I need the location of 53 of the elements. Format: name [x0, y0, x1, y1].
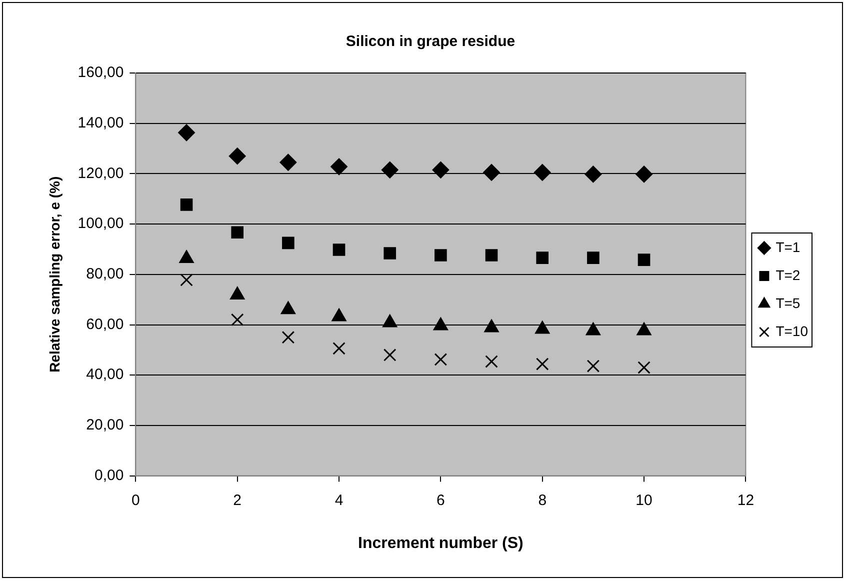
point	[231, 226, 244, 239]
point	[180, 198, 193, 211]
point	[280, 154, 297, 171]
point	[282, 330, 295, 344]
point	[584, 166, 602, 183]
y-tick-label: 40,00	[86, 366, 124, 384]
legend-label: T=1	[776, 238, 800, 255]
y-tick-label: 100,00	[78, 215, 124, 232]
point	[180, 274, 193, 286]
point	[534, 164, 551, 181]
point	[282, 236, 294, 250]
point	[330, 158, 348, 176]
y-tick-label: 160,00	[78, 64, 124, 82]
point	[587, 252, 600, 264]
point	[384, 247, 396, 260]
point	[381, 161, 398, 178]
legend-label: T=5	[776, 294, 800, 311]
point	[332, 244, 346, 256]
point	[536, 358, 549, 370]
chart-title: Silicon in grape residue	[346, 33, 516, 50]
point	[228, 148, 246, 165]
y-axis-title: Relative sampling error, e (%)	[46, 176, 62, 372]
x-tick-label: 10	[636, 492, 652, 509]
point	[485, 355, 498, 368]
point	[536, 252, 549, 264]
legend-label: T=10	[776, 322, 808, 339]
point	[230, 313, 244, 326]
point	[586, 360, 600, 372]
y-tick-label: 0,00	[94, 466, 124, 484]
y-tick-label: 120,00	[78, 164, 124, 182]
y-tick-label: 80,00	[86, 266, 124, 283]
x-tick-label: 4	[334, 492, 344, 509]
x-tick-label: 2	[233, 492, 242, 509]
point	[332, 342, 346, 355]
point	[432, 161, 450, 178]
y-tick-label: 140,00	[78, 114, 124, 132]
y-tick-label: 20,00	[86, 416, 124, 434]
point	[638, 361, 650, 374]
point	[636, 166, 653, 183]
x-tick-label: 12	[737, 492, 754, 509]
point	[434, 353, 448, 366]
point	[383, 348, 396, 362]
x-axis-title: Increment number (S)	[358, 534, 524, 552]
legend-label: T=2	[776, 266, 800, 283]
point	[483, 164, 500, 181]
x-tick-label: 0	[132, 492, 140, 509]
point	[638, 254, 650, 266]
point	[178, 124, 196, 142]
y-tick-label: 60,00	[86, 316, 124, 333]
x-tick-label: 6	[436, 492, 445, 509]
point	[434, 249, 447, 262]
x-tick-label: 8	[538, 492, 547, 509]
point	[485, 249, 498, 262]
